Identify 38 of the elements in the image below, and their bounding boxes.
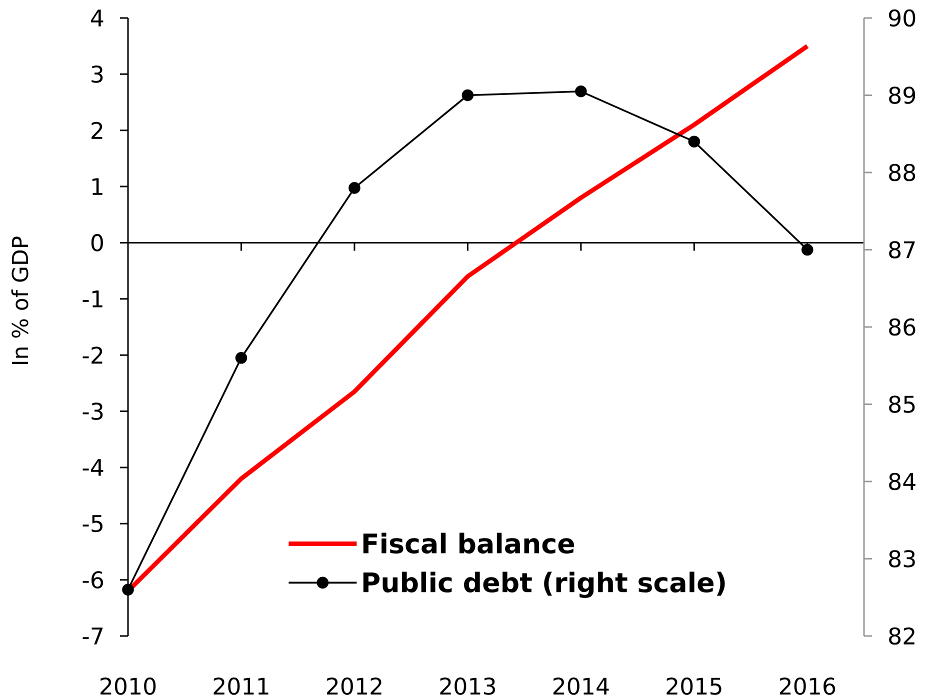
y2-tick-label: 87 bbox=[889, 241, 915, 258]
x-tick-label: 2014 bbox=[553, 678, 609, 695]
legend-label: Fiscal balance bbox=[363, 532, 574, 554]
y-tick-label: 1 bbox=[92, 178, 102, 195]
y-tick-label: -7 bbox=[82, 628, 103, 644]
y-tick-label: -6 bbox=[82, 571, 104, 588]
y-tick-label: 0 bbox=[91, 234, 103, 252]
y-tick-label: 3 bbox=[92, 66, 103, 83]
x-tick-label: 2013 bbox=[440, 678, 496, 695]
y-tick-label: -2 bbox=[82, 346, 102, 364]
y2-tick-label: 83 bbox=[889, 550, 915, 568]
point bbox=[235, 352, 248, 364]
point bbox=[122, 584, 134, 596]
x-tick-label: 2011 bbox=[214, 678, 268, 695]
y-tick-label: 4 bbox=[91, 10, 104, 26]
x-tick-label: 2012 bbox=[326, 678, 382, 695]
point bbox=[462, 89, 474, 102]
y-tick-label: -3 bbox=[82, 402, 103, 420]
point bbox=[575, 85, 587, 98]
y2-tick-label: 89 bbox=[889, 86, 916, 104]
x-tick-label: 2016 bbox=[780, 678, 836, 695]
y-tick-label: 2 bbox=[92, 122, 102, 139]
point bbox=[348, 182, 360, 194]
y-tick-label: -4 bbox=[82, 459, 104, 476]
y-tick-label: -1 bbox=[82, 290, 102, 308]
point bbox=[801, 244, 814, 256]
y2-tick-label: 85 bbox=[889, 396, 915, 413]
y-axis-title: In % of GDP bbox=[11, 236, 28, 364]
y-tick-label: -5 bbox=[82, 515, 102, 532]
y2-tick-label: 90 bbox=[888, 9, 916, 27]
legend-label: Public debt (right scale) bbox=[363, 572, 725, 598]
point bbox=[688, 136, 700, 148]
y2-tick-label: 82 bbox=[889, 627, 914, 645]
x-tick-label: 2010 bbox=[100, 678, 156, 695]
y2-tick-label: 88 bbox=[889, 164, 916, 182]
x-tick-label: 2015 bbox=[666, 678, 722, 695]
y2-tick-label: 84 bbox=[889, 472, 916, 490]
y2-tick-label: 86 bbox=[889, 318, 916, 336]
